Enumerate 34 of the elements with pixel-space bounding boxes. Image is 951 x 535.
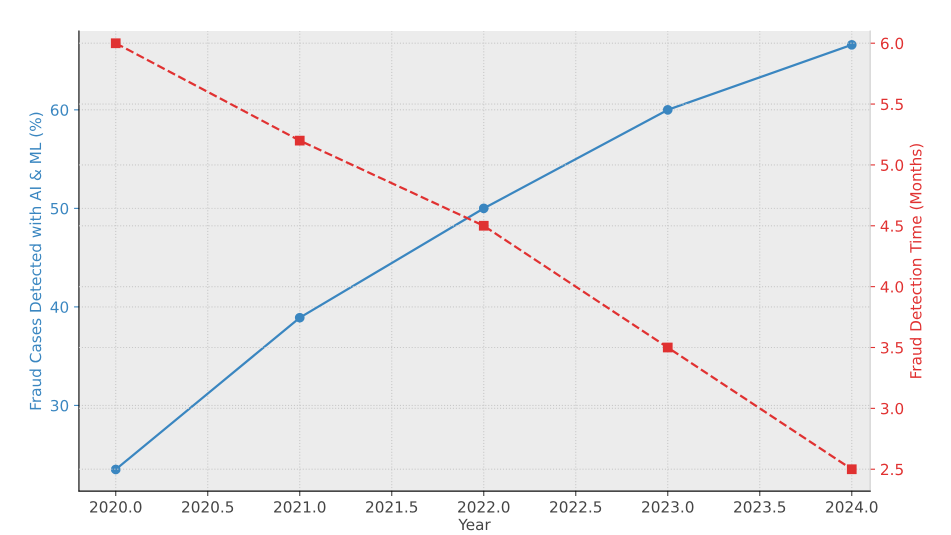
point (478, 204, 489, 214)
y-tick-label: 60 (50, 104, 68, 116)
x-tick-label: 2023.5 (734, 501, 786, 513)
x-tick-label: 2020.0 (90, 501, 142, 513)
y-axis-title: Fraud Cases Detected with AI & ML (%) (29, 112, 44, 410)
y-tick-label: 50 (50, 202, 68, 214)
y2-tick-label: 2.5 (881, 464, 903, 476)
y2-tick-label: 3.0 (881, 402, 904, 414)
y2-tick-label: 5.0 (881, 159, 904, 171)
x-tick-label: 2022.5 (550, 501, 602, 513)
point (662, 342, 673, 352)
y2-tick-label: 4.5 (880, 220, 903, 232)
y-tick-label: 40 (50, 301, 68, 313)
point (294, 136, 305, 146)
point (846, 40, 857, 50)
y-tick-label: 30 (50, 400, 68, 412)
point (110, 38, 121, 48)
y2-tick-label: 4.0 (880, 281, 904, 293)
x-axis-title: Year (458, 518, 491, 530)
point (110, 464, 121, 474)
y2-tick-label: 5.5 (881, 98, 903, 110)
x-tick-label: 2021.5 (366, 501, 418, 513)
x-tick-label: 2023.0 (642, 501, 694, 513)
point (846, 464, 857, 474)
x-tick-label: 2024.0 (826, 501, 878, 513)
point (478, 220, 489, 231)
y2-axis-title: Fraud Detection Time (Months) (910, 144, 924, 378)
x-tick-label: 2022.0 (458, 501, 510, 513)
y2-tick-label: 6.0 (880, 38, 904, 50)
point (294, 312, 305, 323)
x-tick-label: 2021.0 (274, 501, 326, 513)
y2-tick-label: 3.5 (881, 342, 903, 354)
point (662, 104, 673, 115)
x-tick-label: 2020.5 (182, 501, 234, 513)
